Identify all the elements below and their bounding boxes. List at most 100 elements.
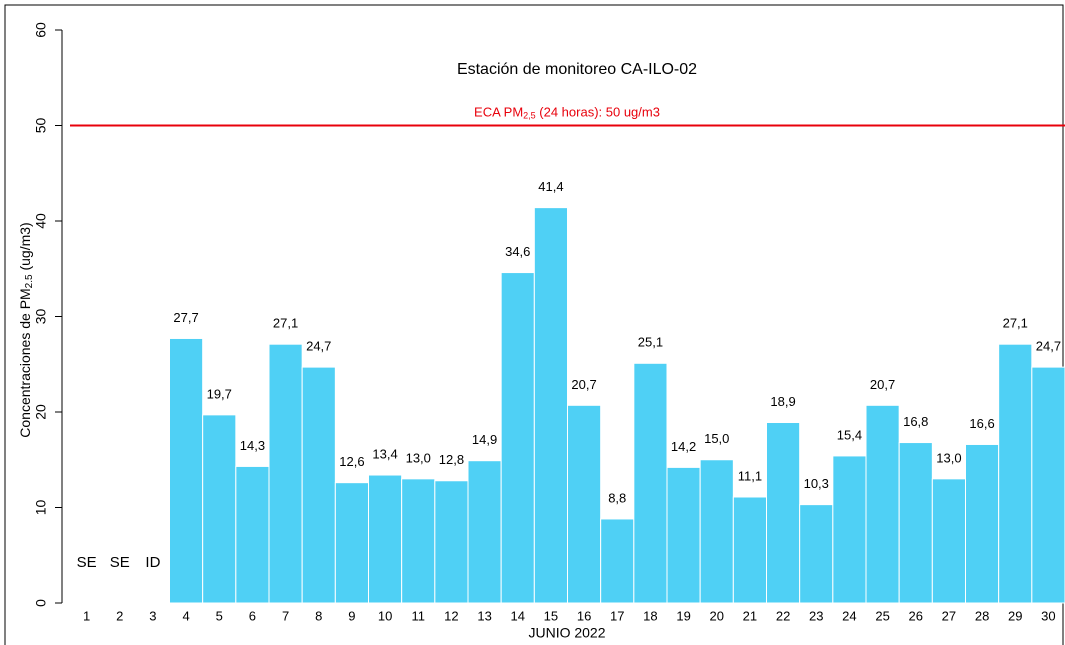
y-tick-label: 10 (33, 500, 49, 516)
bar (334, 482, 370, 604)
value-label: 19,7 (207, 386, 232, 401)
bar (865, 404, 900, 604)
bar (898, 442, 933, 604)
value-label: 12,8 (439, 452, 464, 467)
y-axis-label-sub: 2.5 (24, 274, 35, 288)
reference-label-sub: 2,5 (523, 111, 536, 121)
value-label: 13,0 (936, 450, 961, 465)
x-tick-label: 13 (477, 608, 491, 623)
x-tick-label: 20 (710, 608, 724, 623)
bar (169, 337, 204, 604)
x-tick-label: 9 (348, 608, 355, 623)
bar (766, 422, 801, 604)
x-tick-label: 8 (315, 608, 322, 623)
value-label: 8,8 (608, 490, 626, 505)
x-tick-label: 11 (412, 608, 426, 623)
x-tick-label: 4 (182, 608, 189, 623)
bar (434, 480, 469, 604)
value-label: SE (77, 554, 97, 571)
x-tick-label: 19 (676, 608, 690, 623)
x-tick-label: 27 (942, 608, 956, 623)
bar (799, 504, 834, 604)
bar (931, 478, 966, 604)
bar (467, 460, 502, 604)
value-label: 11,1 (738, 468, 762, 483)
reference-label-rest: (24 horas): 50 ug/m3 (536, 105, 660, 120)
bar (202, 414, 237, 604)
value-label: 10,3 (804, 476, 829, 491)
x-tick-label: 30 (1041, 608, 1055, 623)
value-label: 13,4 (372, 446, 397, 461)
bar (533, 207, 568, 604)
y-tick-label: 30 (33, 309, 49, 325)
value-label: 15,4 (837, 427, 862, 442)
x-tick-label: 3 (149, 608, 156, 623)
value-label: 15,0 (704, 431, 729, 446)
value-label: 24,7 (1036, 339, 1061, 354)
x-tick-label: 10 (378, 608, 392, 623)
y-tick-label: 50 (33, 118, 49, 134)
value-label: 14,3 (240, 438, 265, 453)
x-tick-label: 14 (511, 608, 525, 623)
bar (567, 404, 602, 604)
x-tick-label: 1 (83, 608, 90, 623)
value-label: 12,6 (339, 454, 364, 469)
x-tick-label: 2 (116, 608, 123, 623)
x-tick-label: 23 (809, 608, 823, 623)
value-label: 41,4 (538, 179, 563, 194)
bar (368, 474, 403, 604)
value-label: 27,1 (1003, 316, 1028, 331)
y-tick-label: 40 (33, 213, 49, 229)
x-tick-label: 6 (249, 608, 256, 623)
value-label: 18,9 (770, 394, 795, 409)
y-axis-label-rest: (ug/m3) (17, 222, 33, 274)
value-label: 16,8 (903, 414, 928, 429)
bar (401, 478, 436, 604)
bar (699, 459, 734, 604)
reference-label-text: ECA PM (474, 105, 523, 120)
bar (235, 465, 270, 604)
x-tick-label: 12 (444, 608, 458, 623)
x-tick-label: 28 (975, 608, 989, 623)
value-label: 13,0 (406, 450, 431, 465)
bar (633, 362, 668, 604)
value-label: 16,6 (969, 416, 994, 431)
x-tick-label: 18 (643, 608, 657, 623)
x-tick-label: 25 (875, 608, 889, 623)
reference-label: ECA PM2,5 (24 horas): 50 ug/m3 (474, 105, 660, 121)
bar (732, 496, 767, 604)
x-tick-label: 17 (610, 608, 624, 623)
value-label: 27,1 (273, 316, 298, 331)
y-tick-label: 60 (33, 22, 49, 38)
bar (500, 272, 535, 604)
y-axis-label: Concentraciones de PM2.5 (ug/m3) (17, 222, 35, 437)
x-tick-label: 15 (544, 608, 558, 623)
x-axis-label: JUNIO 2022 (528, 625, 605, 641)
y-tick-label: 20 (33, 404, 49, 420)
value-label: 34,6 (505, 244, 530, 259)
x-tick-label: 16 (577, 608, 591, 623)
bar (832, 455, 867, 604)
chart-title: Estación de monitoreo CA-ILO-02 (457, 61, 697, 78)
bar (666, 466, 701, 604)
bar (998, 343, 1033, 604)
x-tick-label: 26 (909, 608, 923, 623)
value-label: SE (110, 554, 130, 571)
x-tick-label: 24 (842, 608, 856, 623)
value-label: ID (145, 554, 160, 571)
x-tick-label: 22 (776, 608, 790, 623)
x-tick-label: 7 (282, 608, 289, 623)
bar (268, 343, 303, 604)
value-label: 20,7 (870, 377, 895, 392)
x-tick-label: 21 (743, 608, 757, 623)
y-axis-label-text: Concentraciones de PM (17, 288, 33, 437)
bar (965, 443, 1000, 604)
value-label: 14,2 (671, 439, 696, 454)
value-label: 24,7 (306, 339, 331, 354)
value-label: 27,7 (173, 310, 198, 325)
bar (1031, 366, 1065, 604)
value-label: 25,1 (638, 335, 663, 350)
bar (301, 366, 336, 604)
frame (4, 4, 1064, 645)
